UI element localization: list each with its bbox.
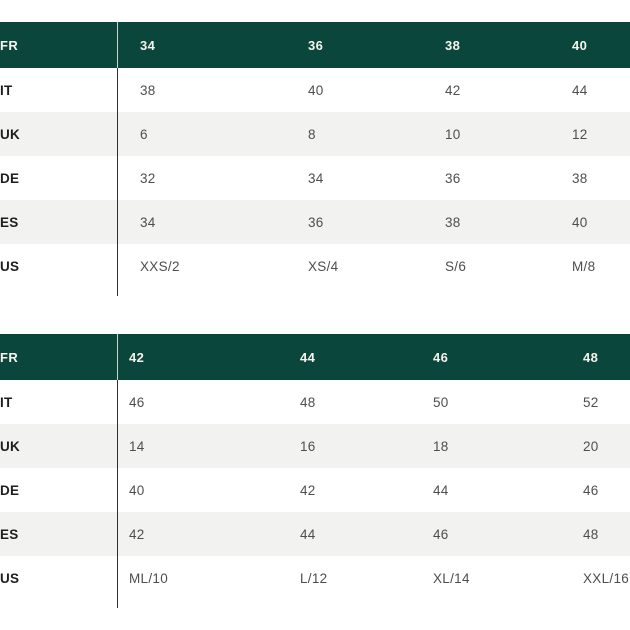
size-value: 42: [129, 526, 145, 542]
size-value: 42: [445, 82, 461, 98]
size-value: 40: [308, 82, 324, 98]
size-value: L/12: [300, 570, 328, 586]
size-value: 46: [433, 526, 449, 542]
size-value: 38: [572, 170, 588, 186]
size-table: FR 34 36 38 40 IT 38 40 42 44 UK 6 8 10 12 DE 32 34 36 38 E…: [0, 22, 630, 288]
header-size-value: 36: [286, 22, 423, 68]
column-divider-light: [117, 334, 118, 380]
size-table-header: FR 34 36 38 40: [0, 22, 630, 68]
size-value: ML/10: [129, 570, 169, 586]
size-value: 44: [300, 526, 316, 542]
header-size-value: 34: [118, 22, 286, 68]
table-row: UK 6 8 10 12: [0, 112, 630, 156]
header-size-value: 42: [118, 334, 289, 380]
size-value: 36: [308, 214, 324, 230]
column-divider-dark: [117, 68, 118, 296]
size-value: 32: [140, 170, 156, 186]
row-label: IT: [0, 82, 13, 98]
table-row: US ML/10 L/12 XL/14 XXL/16: [0, 556, 630, 600]
size-value: 18: [433, 438, 449, 454]
header-row: FR 34 36 38 40: [0, 22, 630, 68]
row-label: UK: [0, 126, 21, 142]
column-divider-dark: [117, 380, 118, 608]
size-value: 12: [572, 126, 588, 142]
size-value: 14: [129, 438, 145, 454]
size-value: 42: [300, 482, 316, 498]
size-value: M/8: [572, 258, 596, 274]
table-row: DE 32 34 36 38: [0, 156, 630, 200]
column-divider-light: [117, 22, 118, 68]
row-label: DE: [0, 482, 20, 498]
size-value: 38: [140, 82, 156, 98]
row-label: US: [0, 570, 20, 586]
size-table-body: IT 38 40 42 44 UK 6 8 10 12 DE 32 34 36 38 ES 34 36 38 40 US…: [0, 68, 630, 288]
table-row: UK 14 16 18 20: [0, 424, 630, 468]
table-row: ES 34 36 38 40: [0, 200, 630, 244]
size-value: 34: [140, 214, 156, 230]
size-value: 52: [583, 394, 599, 410]
size-value: XXL/16: [583, 570, 630, 586]
table-row: ES 42 44 46 48: [0, 512, 630, 556]
size-conversion-table-1: FR 34 36 38 40 IT 38 40 42 44 UK 6 8 10 12 DE 32 34 36 38 E…: [0, 22, 630, 296]
row-label: ES: [0, 214, 19, 230]
size-value: XL/14: [433, 570, 470, 586]
row-label: ES: [0, 526, 19, 542]
size-value: 48: [300, 394, 316, 410]
size-value: 20: [583, 438, 599, 454]
size-table-header: FR 42 44 46 48: [0, 334, 630, 380]
size-value: 6: [140, 126, 148, 142]
table-row: IT 38 40 42 44: [0, 68, 630, 112]
size-value: 40: [129, 482, 145, 498]
header-label: FR: [0, 22, 118, 68]
header-size-value: 46: [422, 334, 572, 380]
size-value: 16: [300, 438, 316, 454]
size-value: 36: [445, 170, 461, 186]
table-row: DE 40 42 44 46: [0, 468, 630, 512]
size-value: 38: [445, 214, 461, 230]
size-value: 10: [445, 126, 461, 142]
size-value: XS/4: [308, 258, 339, 274]
size-table-body: IT 46 48 50 52 UK 14 16 18 20 DE 40 42 44 46 ES 42 44 46 48…: [0, 380, 630, 600]
size-table: FR 42 44 46 48 IT 46 48 50 52 UK 14 16 18 20 DE 40 42 44 4…: [0, 334, 630, 600]
header-size-value: 40: [550, 22, 630, 68]
size-value: 50: [433, 394, 449, 410]
row-label: US: [0, 258, 20, 274]
row-label: DE: [0, 170, 20, 186]
row-label: IT: [0, 394, 13, 410]
size-value: 44: [433, 482, 449, 498]
header-size-value: 38: [423, 22, 550, 68]
header-label: FR: [0, 334, 118, 380]
size-value: 40: [572, 214, 588, 230]
row-label: UK: [0, 438, 21, 454]
table-row: US XXS/2 XS/4 S/6 M/8: [0, 244, 630, 288]
size-value: 46: [583, 482, 599, 498]
size-value: XXS/2: [140, 258, 180, 274]
header-size-value: 44: [289, 334, 422, 380]
size-value: 34: [308, 170, 324, 186]
size-value: S/6: [445, 258, 467, 274]
size-conversion-table-2: FR 42 44 46 48 IT 46 48 50 52 UK 14 16 18 20 DE 40 42 44 4…: [0, 334, 630, 608]
size-value: 46: [129, 394, 145, 410]
header-size-value: 48: [572, 334, 630, 380]
size-value: 44: [572, 82, 588, 98]
size-value: 8: [308, 126, 316, 142]
header-row: FR 42 44 46 48: [0, 334, 630, 380]
table-row: IT 46 48 50 52: [0, 380, 630, 424]
size-value: 48: [583, 526, 599, 542]
